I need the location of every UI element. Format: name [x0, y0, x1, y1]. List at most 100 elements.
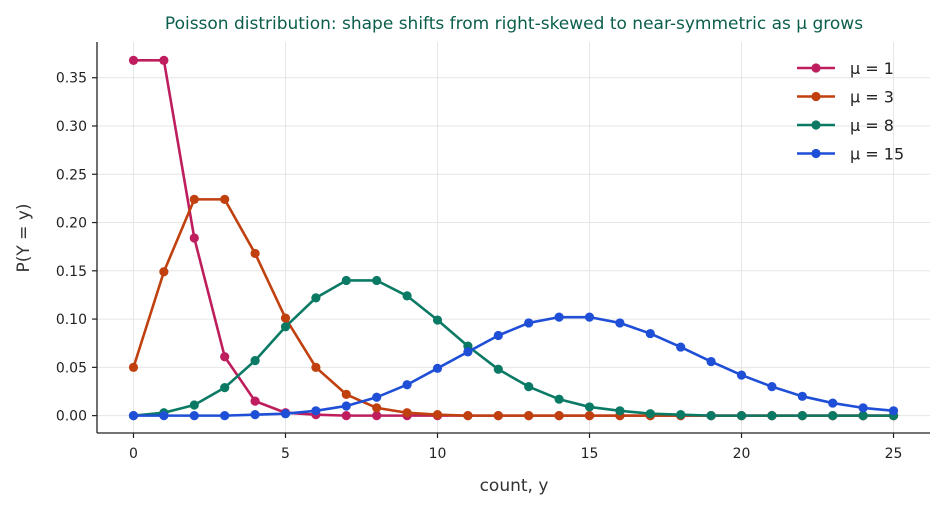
data-point — [736, 370, 747, 380]
chart-title: Poisson distribution: shape shifts from … — [165, 14, 863, 34]
axes-layer — [96, 42, 930, 434]
data-point — [189, 233, 199, 243]
x-tick-label: 5 — [281, 446, 290, 462]
legend-marker — [811, 63, 821, 73]
data-point — [828, 398, 838, 408]
y-tick-label: 0.35 — [56, 71, 87, 87]
legend-entry: μ = 8 — [797, 116, 894, 135]
data-point — [493, 411, 503, 421]
data-point — [250, 410, 260, 420]
data-point — [189, 400, 199, 410]
y-tick-label: 0.25 — [56, 167, 87, 183]
data-point — [128, 362, 139, 372]
data-point — [554, 394, 564, 404]
data-point — [341, 389, 351, 399]
y-tick-label: 0.30 — [56, 119, 87, 135]
data-point — [280, 313, 291, 323]
series-0 — [128, 55, 899, 421]
data-point — [220, 383, 230, 393]
y-tick-label: 0.15 — [56, 264, 87, 280]
data-point — [402, 408, 412, 418]
data-point — [402, 380, 412, 390]
data-point — [372, 275, 382, 286]
data-point — [645, 409, 655, 419]
data-point — [767, 411, 777, 421]
legend-marker — [811, 120, 821, 130]
data-point — [372, 392, 382, 402]
data-point — [311, 406, 321, 416]
data-point — [706, 356, 716, 367]
legend-entry: μ = 3 — [797, 88, 894, 107]
data-point — [432, 315, 443, 325]
data-point — [797, 391, 807, 401]
data-point — [736, 411, 747, 421]
data-point — [159, 55, 169, 65]
data-point — [311, 362, 321, 372]
data-point — [615, 318, 625, 328]
data-point — [341, 401, 351, 411]
data-point — [676, 410, 686, 420]
data-point — [797, 411, 807, 421]
legend-entry: μ = 1 — [797, 59, 894, 78]
data-point — [432, 363, 443, 373]
data-point — [858, 411, 868, 421]
series-line — [132, 198, 894, 417]
legend-label: μ = 1 — [850, 59, 894, 78]
x-tick-label: 0 — [129, 446, 138, 462]
data-point — [220, 194, 230, 204]
data-point — [189, 411, 199, 421]
data-point — [159, 267, 169, 277]
data-point — [524, 411, 534, 421]
data-point — [311, 293, 321, 303]
legend-marker — [811, 148, 821, 159]
series-2 — [128, 275, 899, 421]
data-point — [250, 355, 260, 366]
data-point — [402, 291, 412, 301]
series-layer — [128, 55, 899, 421]
data-point — [128, 411, 139, 421]
data-point — [554, 312, 564, 322]
series-3 — [128, 312, 899, 421]
data-point — [341, 275, 351, 286]
data-point — [189, 194, 199, 204]
legend-label: μ = 15 — [850, 145, 904, 164]
grid-layer — [97, 42, 930, 433]
x-tick-label: 20 — [733, 446, 751, 462]
y-tick-label: 0.00 — [56, 409, 87, 425]
data-point — [615, 406, 625, 416]
data-point — [128, 55, 139, 65]
data-point — [676, 342, 686, 352]
data-point — [584, 402, 595, 412]
data-point — [463, 411, 473, 421]
data-point — [888, 406, 899, 416]
data-point — [524, 318, 534, 328]
data-point — [828, 411, 838, 421]
x-tick-label: 25 — [885, 446, 903, 462]
data-point — [493, 330, 503, 341]
legend-entry: μ = 15 — [797, 145, 904, 164]
series-line — [133, 279, 894, 417]
series-line — [133, 315, 894, 417]
data-point — [554, 411, 564, 421]
data-point — [220, 411, 230, 421]
y-axis-label: P(Y = y) — [14, 203, 34, 272]
data-point — [524, 382, 534, 392]
data-point — [645, 328, 655, 339]
data-point — [250, 396, 260, 406]
data-point — [280, 322, 291, 332]
data-point — [432, 410, 443, 420]
data-point — [493, 364, 503, 374]
y-tick-label: 0.10 — [56, 312, 87, 328]
data-point — [584, 411, 595, 421]
data-point — [858, 403, 868, 413]
data-point — [372, 411, 382, 421]
data-point — [372, 403, 382, 413]
x-tick-label: 10 — [429, 446, 447, 462]
legend-label: μ = 3 — [850, 88, 894, 107]
data-point — [250, 248, 260, 259]
data-point — [584, 312, 595, 322]
legend-marker — [811, 91, 821, 102]
data-point — [463, 347, 473, 357]
x-axis-label: count, y — [480, 476, 549, 496]
